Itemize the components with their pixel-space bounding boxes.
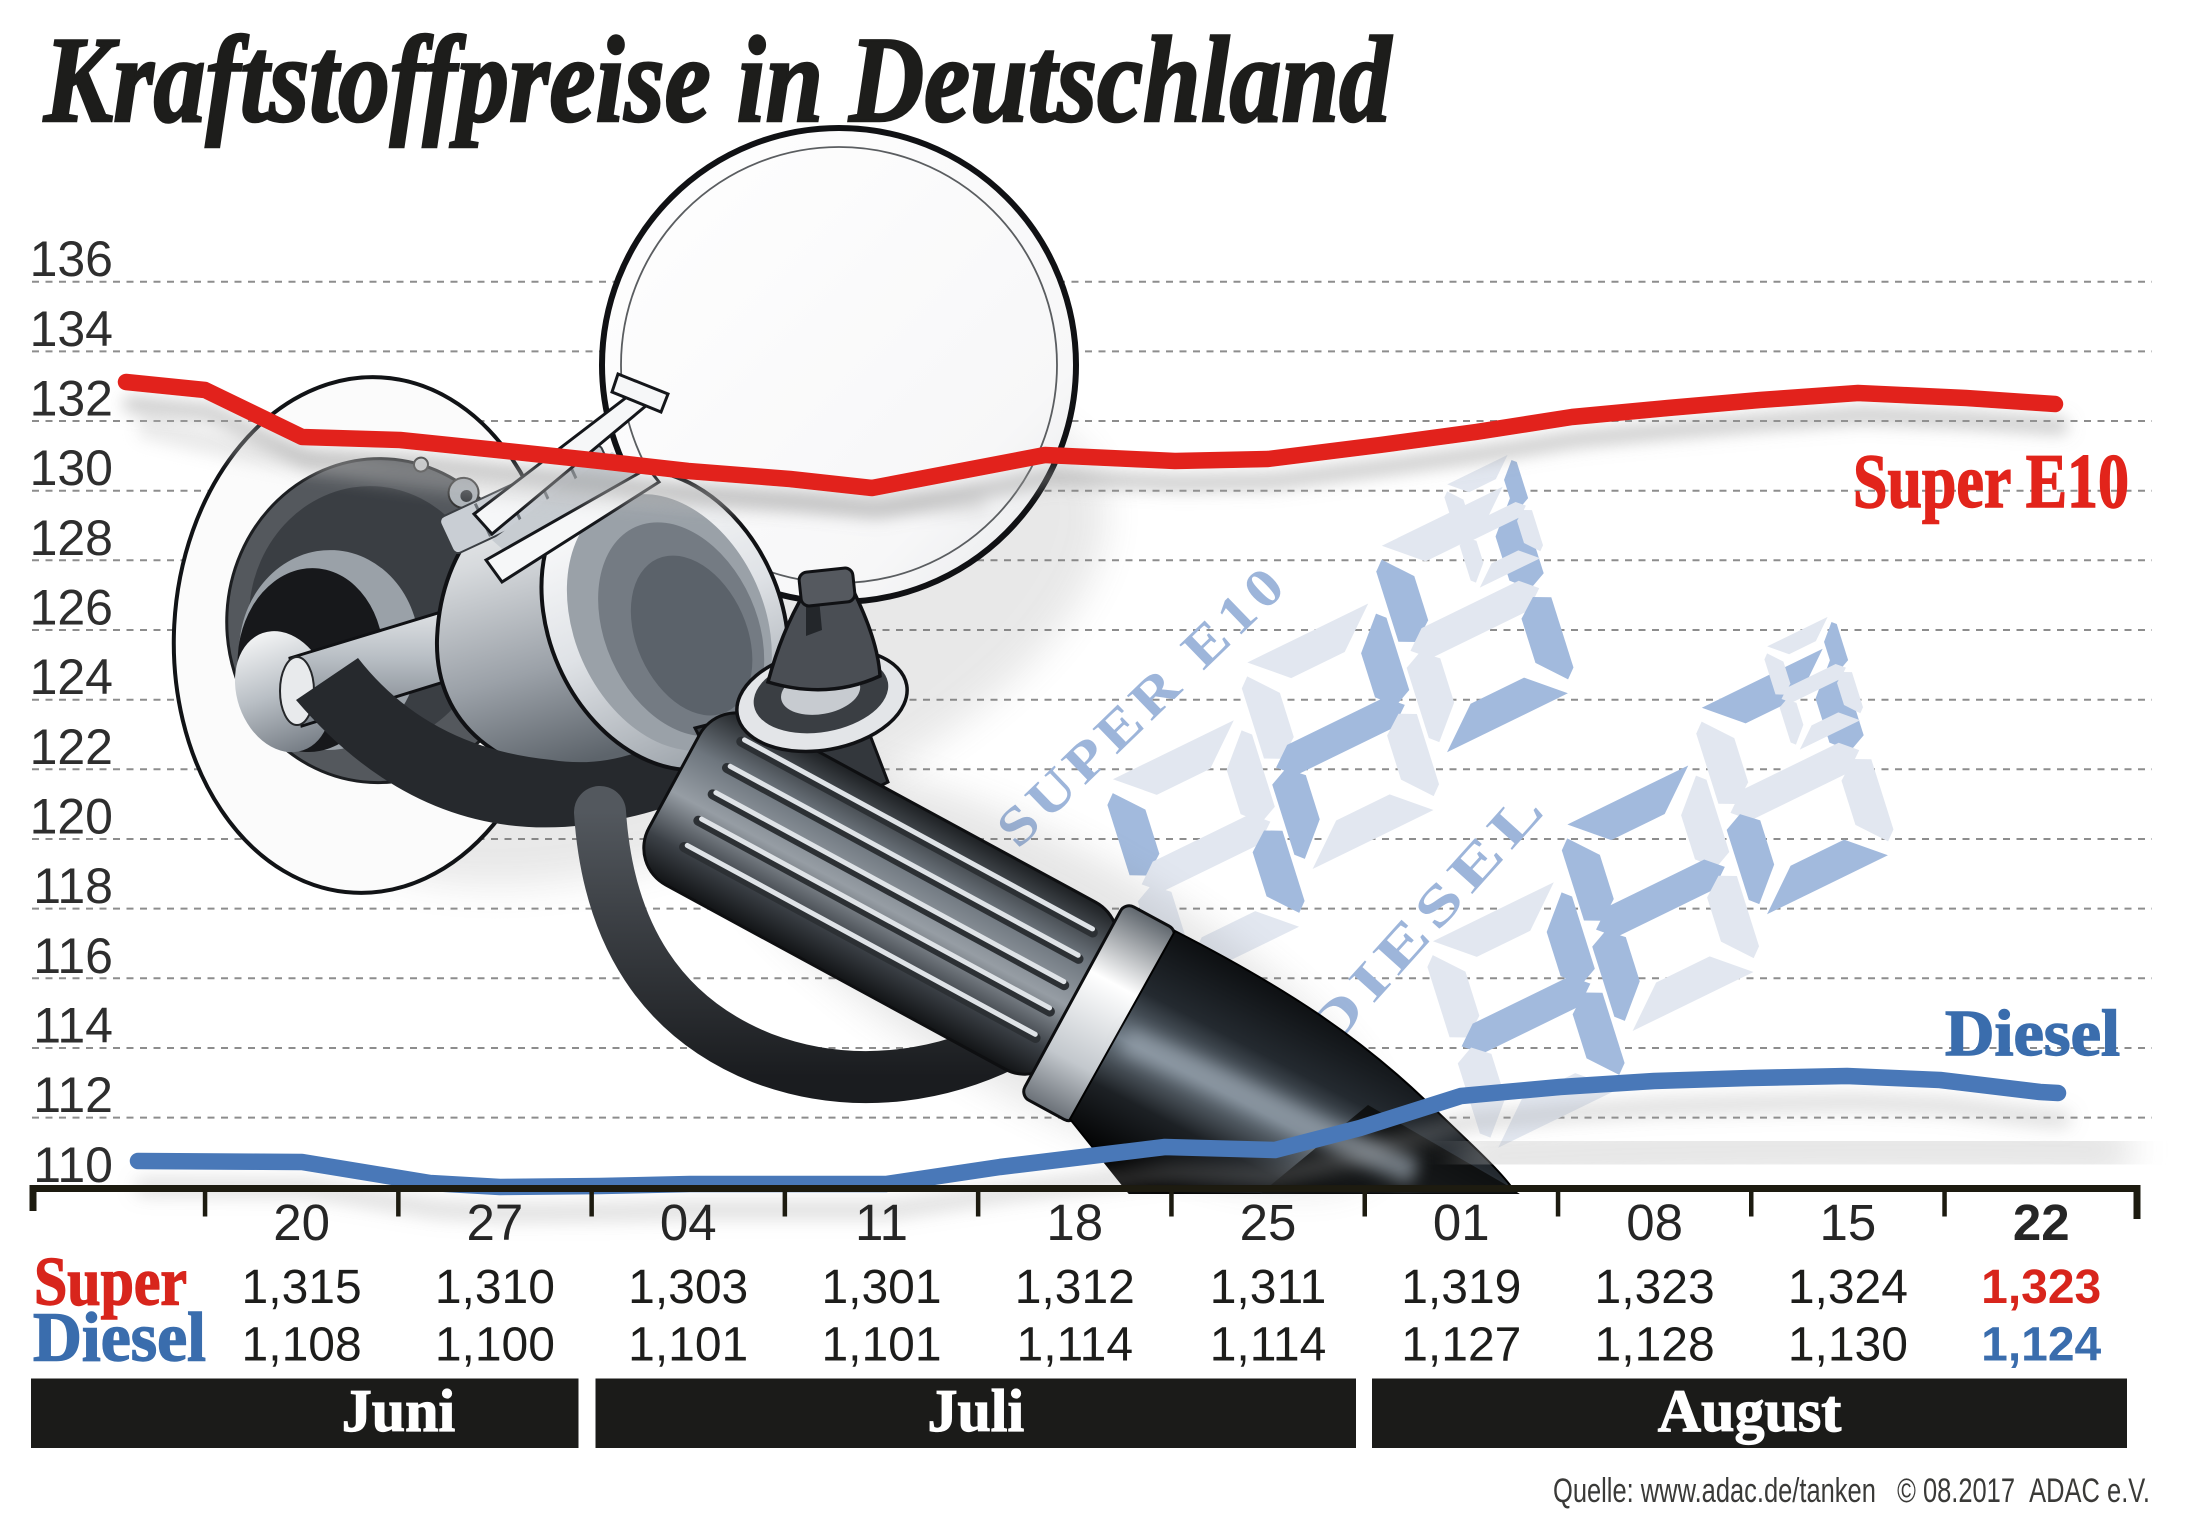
svg-text:1,127: 1,127: [1401, 1319, 1521, 1372]
svg-text:120: 120: [30, 789, 113, 845]
svg-text:08: 08: [1626, 1194, 1683, 1251]
svg-text:1,101: 1,101: [628, 1319, 748, 1372]
svg-text:1,101: 1,101: [821, 1319, 941, 1372]
svg-text:Quelle: www.adac.de/tanken ©: Quelle: www.adac.de/tanken © 08.2017 ADA…: [1553, 1472, 2150, 1510]
svg-text:1,303: 1,303: [628, 1261, 748, 1314]
svg-text:1,315: 1,315: [242, 1261, 362, 1314]
svg-text:20: 20: [273, 1194, 330, 1251]
svg-text:116: 116: [33, 928, 113, 984]
svg-text:122: 122: [30, 719, 113, 775]
svg-text:Diesel: Diesel: [1945, 997, 2120, 1070]
svg-text:112: 112: [33, 1067, 113, 1123]
svg-text:1,324: 1,324: [1788, 1261, 1908, 1314]
svg-text:11: 11: [855, 1194, 908, 1251]
svg-text:134: 134: [30, 301, 113, 357]
svg-text:132: 132: [30, 371, 113, 427]
svg-text:1,310: 1,310: [435, 1261, 555, 1314]
svg-text:01: 01: [1433, 1194, 1490, 1251]
svg-text:1,114: 1,114: [1210, 1319, 1327, 1372]
svg-text:1,128: 1,128: [1595, 1319, 1715, 1372]
svg-text:Juni: Juni: [342, 1378, 455, 1444]
svg-text:124: 124: [30, 649, 113, 705]
svg-text:1,312: 1,312: [1015, 1261, 1135, 1314]
svg-text:Juli: Juli: [927, 1378, 1024, 1444]
svg-text:136: 136: [30, 231, 113, 287]
svg-text:1,114: 1,114: [1017, 1319, 1134, 1372]
svg-text:22: 22: [2013, 1194, 2070, 1251]
svg-text:1,108: 1,108: [242, 1319, 362, 1372]
svg-text:1,124: 1,124: [1981, 1319, 2101, 1372]
svg-text:128: 128: [30, 510, 113, 566]
svg-text:118: 118: [33, 858, 113, 914]
svg-text:18: 18: [1046, 1194, 1103, 1251]
svg-text:27: 27: [467, 1194, 524, 1251]
svg-text:1,323: 1,323: [1595, 1261, 1715, 1314]
svg-text:1,319: 1,319: [1401, 1261, 1521, 1314]
svg-text:15: 15: [1820, 1194, 1877, 1251]
svg-text:1,301: 1,301: [821, 1261, 941, 1314]
svg-text:August: August: [1658, 1378, 1841, 1444]
svg-text:Super: Super: [34, 1244, 187, 1320]
svg-text:114: 114: [33, 998, 113, 1054]
svg-text:126: 126: [30, 580, 113, 636]
svg-text:130: 130: [30, 440, 113, 496]
svg-text:1,311: 1,311: [1210, 1261, 1327, 1314]
svg-text:Super E10: Super E10: [1853, 438, 2129, 524]
svg-text:110: 110: [33, 1137, 113, 1193]
svg-text:1,130: 1,130: [1788, 1319, 1908, 1372]
svg-text:Kraftstoffpreise in Deutschlan: Kraftstoffpreise in Deutschland: [43, 11, 1392, 148]
svg-text:1,323: 1,323: [1981, 1261, 2101, 1314]
svg-text:04: 04: [660, 1194, 717, 1251]
svg-text:25: 25: [1240, 1194, 1297, 1251]
svg-text:1,100: 1,100: [435, 1319, 555, 1372]
svg-text:Diesel: Diesel: [33, 1300, 206, 1377]
